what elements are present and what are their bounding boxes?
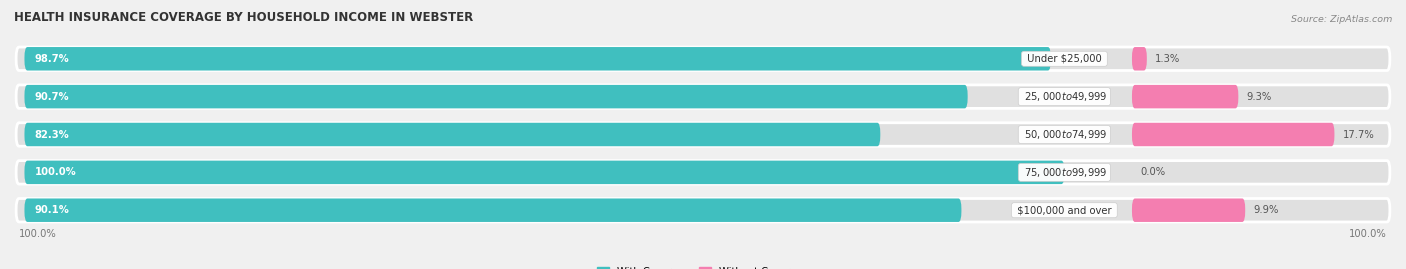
- FancyBboxPatch shape: [15, 123, 1391, 146]
- Text: HEALTH INSURANCE COVERAGE BY HOUSEHOLD INCOME IN WEBSTER: HEALTH INSURANCE COVERAGE BY HOUSEHOLD I…: [14, 11, 474, 24]
- Text: 0.0%: 0.0%: [1140, 167, 1166, 177]
- Text: 100.0%: 100.0%: [35, 167, 76, 177]
- FancyBboxPatch shape: [24, 161, 1064, 184]
- Text: Source: ZipAtlas.com: Source: ZipAtlas.com: [1291, 15, 1392, 24]
- Text: $75,000 to $99,999: $75,000 to $99,999: [1021, 166, 1108, 179]
- FancyBboxPatch shape: [24, 85, 967, 108]
- Text: 9.9%: 9.9%: [1254, 205, 1279, 215]
- FancyBboxPatch shape: [1132, 85, 1239, 108]
- Text: 98.7%: 98.7%: [35, 54, 70, 64]
- Text: 82.3%: 82.3%: [35, 129, 70, 140]
- Text: 100.0%: 100.0%: [20, 229, 58, 239]
- Text: 17.7%: 17.7%: [1343, 129, 1375, 140]
- FancyBboxPatch shape: [1132, 199, 1246, 222]
- FancyBboxPatch shape: [24, 123, 880, 146]
- Text: 90.1%: 90.1%: [35, 205, 70, 215]
- FancyBboxPatch shape: [15, 161, 1391, 184]
- Text: $100,000 and over: $100,000 and over: [1014, 205, 1115, 215]
- FancyBboxPatch shape: [15, 199, 1391, 222]
- Text: Under $25,000: Under $25,000: [1024, 54, 1105, 64]
- FancyBboxPatch shape: [15, 47, 1391, 70]
- Text: 100.0%: 100.0%: [1348, 229, 1386, 239]
- Text: 1.3%: 1.3%: [1156, 54, 1181, 64]
- FancyBboxPatch shape: [24, 47, 1050, 70]
- Text: $50,000 to $74,999: $50,000 to $74,999: [1021, 128, 1108, 141]
- FancyBboxPatch shape: [1132, 123, 1334, 146]
- Legend: With Coverage, Without Coverage: With Coverage, Without Coverage: [598, 267, 808, 269]
- Text: 90.7%: 90.7%: [35, 92, 69, 102]
- FancyBboxPatch shape: [15, 85, 1391, 108]
- FancyBboxPatch shape: [24, 199, 962, 222]
- Text: $25,000 to $49,999: $25,000 to $49,999: [1021, 90, 1108, 103]
- FancyBboxPatch shape: [1132, 47, 1147, 70]
- Text: 9.3%: 9.3%: [1247, 92, 1272, 102]
